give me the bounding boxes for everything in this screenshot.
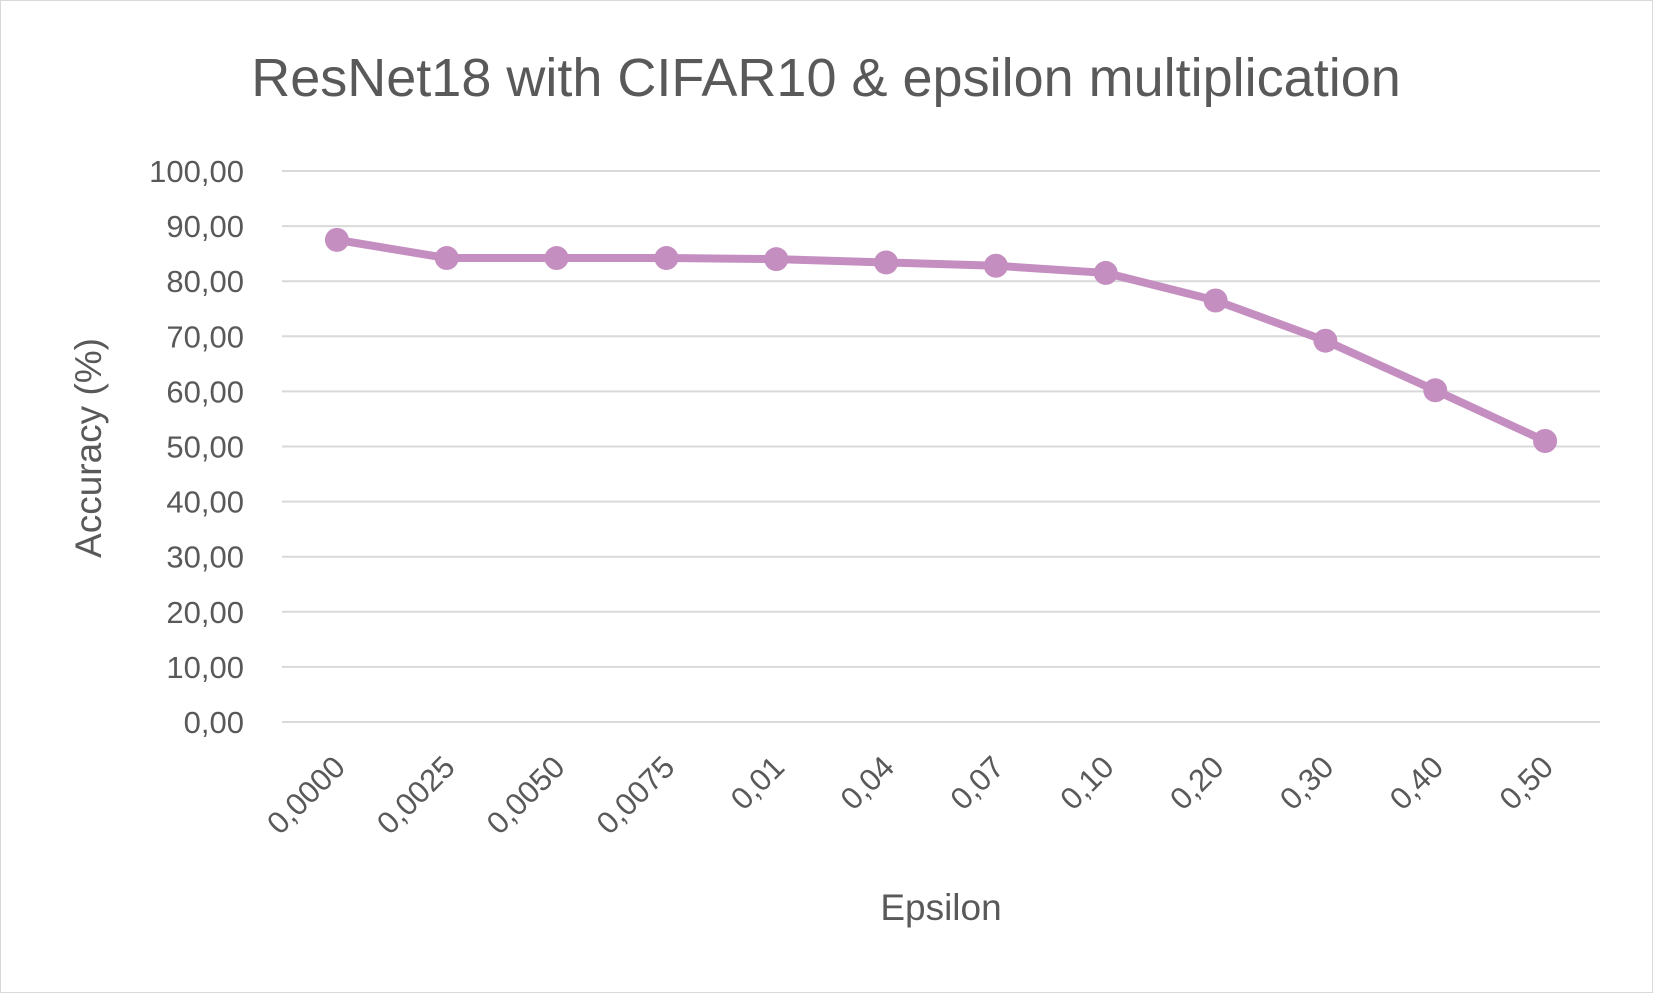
y-tick-label: 40,00 [166,485,244,520]
x-tick-label: 0,07 [943,749,1010,816]
y-tick-label: 100,00 [149,154,244,189]
y-tick-label: 90,00 [166,209,244,244]
x-tick-label: 0,30 [1273,749,1340,816]
y-tick-labels: 0,00 10,00 20,00 30,00 40,00 50,00 60,00 70,00 8… [149,154,244,740]
x-tick-label: 0,04 [834,749,901,816]
data-point [434,246,459,271]
y-tick-label: 20,00 [166,595,244,630]
x-tick-label: 0,0075 [590,749,682,841]
series-layer [324,227,1558,453]
chart-title: ResNet18 with CIFAR10 & epsilon multipli… [251,48,1401,108]
data-point [1093,260,1118,285]
data-point [874,250,899,275]
x-tick-label: 0,0025 [370,749,462,841]
y-axis-title: Accuracy (%) [68,338,109,558]
x-tick-label: 0,20 [1163,749,1230,816]
x-tick-label: 0,10 [1053,749,1120,816]
y-tick-label: 70,00 [166,319,244,354]
gridlines [282,170,1600,723]
y-tick-label: 60,00 [166,374,244,409]
data-point [1423,378,1448,403]
data-point [764,247,789,272]
series-line [332,235,1550,445]
data-point [324,227,349,252]
x-tick-label: 0,0000 [260,749,352,841]
x-tick-label: 0,50 [1493,749,1560,816]
data-point [544,246,569,271]
data-point [654,246,679,271]
data-point [1203,288,1228,313]
x-tick-label: 0,0050 [480,749,572,841]
x-tick-labels: 0,0000 0,0025 0,0050 0,0075 0,01 0,04 0,07 0,10… [260,749,1560,841]
data-point [1313,328,1338,353]
y-tick-label: 0,00 [184,705,244,740]
x-tick-label: 0,01 [724,749,791,816]
x-axis-title: Epsilon [880,887,1001,928]
y-tick-label: 10,00 [166,650,244,685]
data-point [1533,428,1558,453]
x-tick-label: 0,40 [1383,749,1450,816]
y-tick-label: 80,00 [166,264,244,299]
data-point [983,253,1008,278]
y-tick-label: 30,00 [166,540,244,575]
y-tick-label: 50,00 [166,430,244,465]
